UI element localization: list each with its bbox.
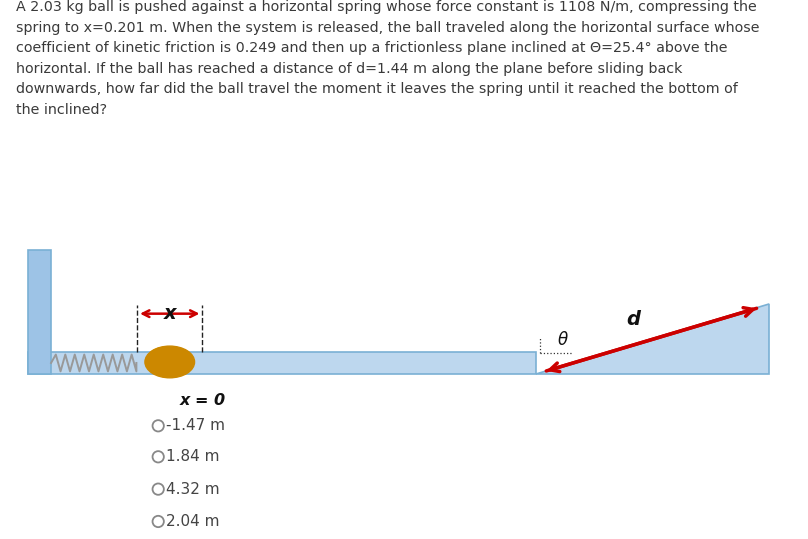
Circle shape (148, 347, 185, 371)
Polygon shape (536, 303, 768, 374)
Text: θ: θ (558, 331, 568, 349)
Bar (27, 352, 536, 374)
Text: 4.32 m: 4.32 m (166, 482, 220, 496)
Text: x = 0: x = 0 (179, 393, 225, 408)
Circle shape (154, 349, 164, 356)
Text: -1.47 m: -1.47 m (166, 418, 225, 433)
Text: 1.84 m: 1.84 m (166, 450, 220, 464)
Bar (27, 250, 51, 374)
Text: 2.04 m: 2.04 m (166, 514, 220, 529)
Text: d: d (626, 310, 640, 329)
Text: x: x (163, 303, 176, 323)
Text: A 2.03 kg ball is pushed against a horizontal spring whose force constant is 110: A 2.03 kg ball is pushed against a horiz… (16, 0, 760, 117)
Circle shape (145, 346, 195, 378)
Circle shape (151, 348, 173, 363)
